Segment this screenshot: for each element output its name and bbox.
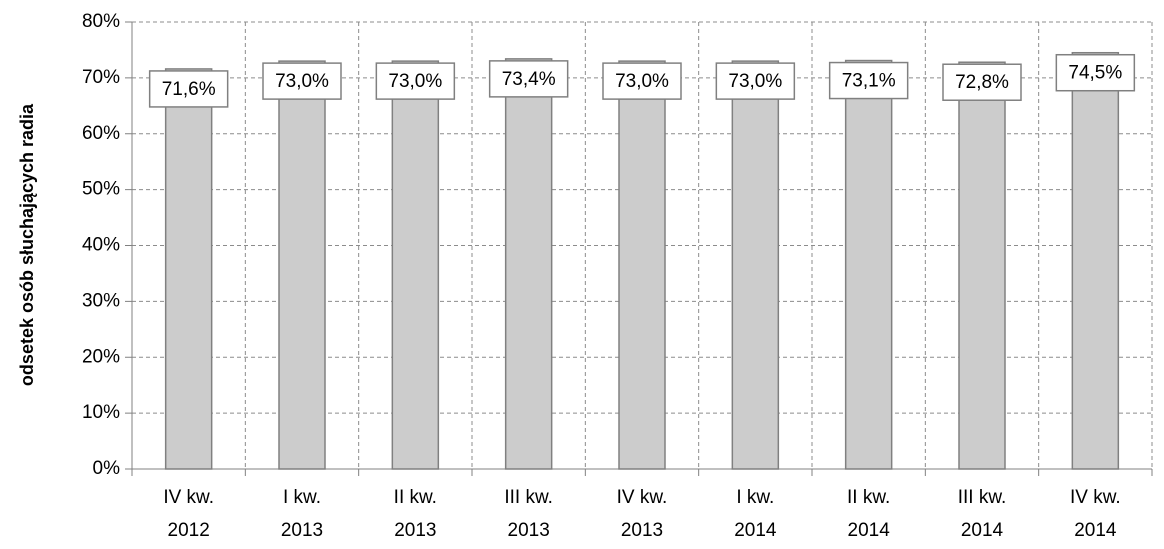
- data-label: 73,0%: [615, 71, 669, 92]
- bar: [391, 60, 440, 470]
- data-label-box: [942, 63, 1022, 101]
- x-tick-label: III kw.: [958, 487, 1007, 508]
- data-label: 73,0%: [728, 71, 782, 92]
- x-tick-label: II kw.: [394, 487, 437, 508]
- data-label-box: [148, 70, 229, 108]
- data-label-box: [262, 62, 342, 100]
- y-tick-labels: 0% 10% 20% 30% 40% 50% 60% 70% 80%: [82, 11, 120, 479]
- y-tick-label: 10%: [82, 402, 120, 423]
- x-tick-label: 2012: [168, 520, 210, 541]
- data-label: 73,4%: [502, 69, 556, 90]
- x-tick-label: 2013: [621, 520, 663, 541]
- y-axis-label: odsetek osób słuchających radia: [17, 103, 37, 386]
- y-tick-label: 50%: [82, 179, 120, 200]
- x-tick-label: 2013: [394, 520, 436, 541]
- x-tick-label: I kw.: [283, 487, 321, 508]
- x-tick-label: IV kw.: [617, 487, 668, 508]
- data-label-box: [828, 61, 909, 100]
- data-label-box: [602, 62, 682, 100]
- x-tick-label: 2014: [1074, 520, 1117, 541]
- bars: [164, 51, 1120, 470]
- bar: [844, 59, 893, 470]
- data-label: 73,1%: [842, 71, 896, 92]
- data-label-box: [488, 60, 569, 98]
- y-tick-label: 40%: [82, 235, 120, 256]
- y-tick-label: 20%: [82, 346, 120, 367]
- data-label-box: [1055, 53, 1136, 92]
- data-label: 73,0%: [388, 71, 442, 92]
- y-tick-label: 70%: [82, 67, 120, 88]
- x-tick-label: IV kw.: [1070, 487, 1121, 508]
- data-label: 73,0%: [275, 71, 329, 92]
- x-tick-label: 2013: [508, 520, 550, 541]
- y-tick-label: 80%: [82, 11, 120, 32]
- data-label: 71,6%: [162, 79, 216, 100]
- x-tick-label: 2013: [281, 520, 323, 541]
- bar: [1071, 51, 1120, 470]
- bar: [618, 60, 666, 470]
- x-tick-label: 2014: [961, 520, 1004, 541]
- data-labels: 71,6% 73,0% 73,0% 73,4% 73,0% 73,0% 73,1% 72,8%…: [148, 53, 1136, 108]
- y-tick-label: 0%: [93, 458, 121, 479]
- x-tick-labels: IV kw. 2012 I kw. 2013 II kw. 2013 III kw. 2013…: [163, 487, 1120, 541]
- x-tick-label: 2014: [734, 520, 777, 541]
- x-tick-label: II kw.: [847, 487, 890, 508]
- y-tick-label: 60%: [82, 123, 120, 144]
- y-tick-label: 30%: [82, 290, 120, 311]
- x-tick-label: I kw.: [736, 487, 774, 508]
- x-tick-label: III kw.: [504, 487, 553, 508]
- x-tick-label: 2014: [848, 520, 891, 541]
- bar: [504, 58, 553, 470]
- bar: [731, 60, 780, 470]
- bar: [278, 60, 326, 470]
- bar: [164, 68, 213, 470]
- data-label-box: [715, 62, 796, 100]
- bar: [958, 61, 1006, 470]
- x-tick-label: IV kw.: [163, 487, 214, 508]
- data-label: 74,5%: [1068, 63, 1122, 84]
- data-label: 72,8%: [955, 72, 1009, 93]
- data-label-box: [375, 62, 456, 100]
